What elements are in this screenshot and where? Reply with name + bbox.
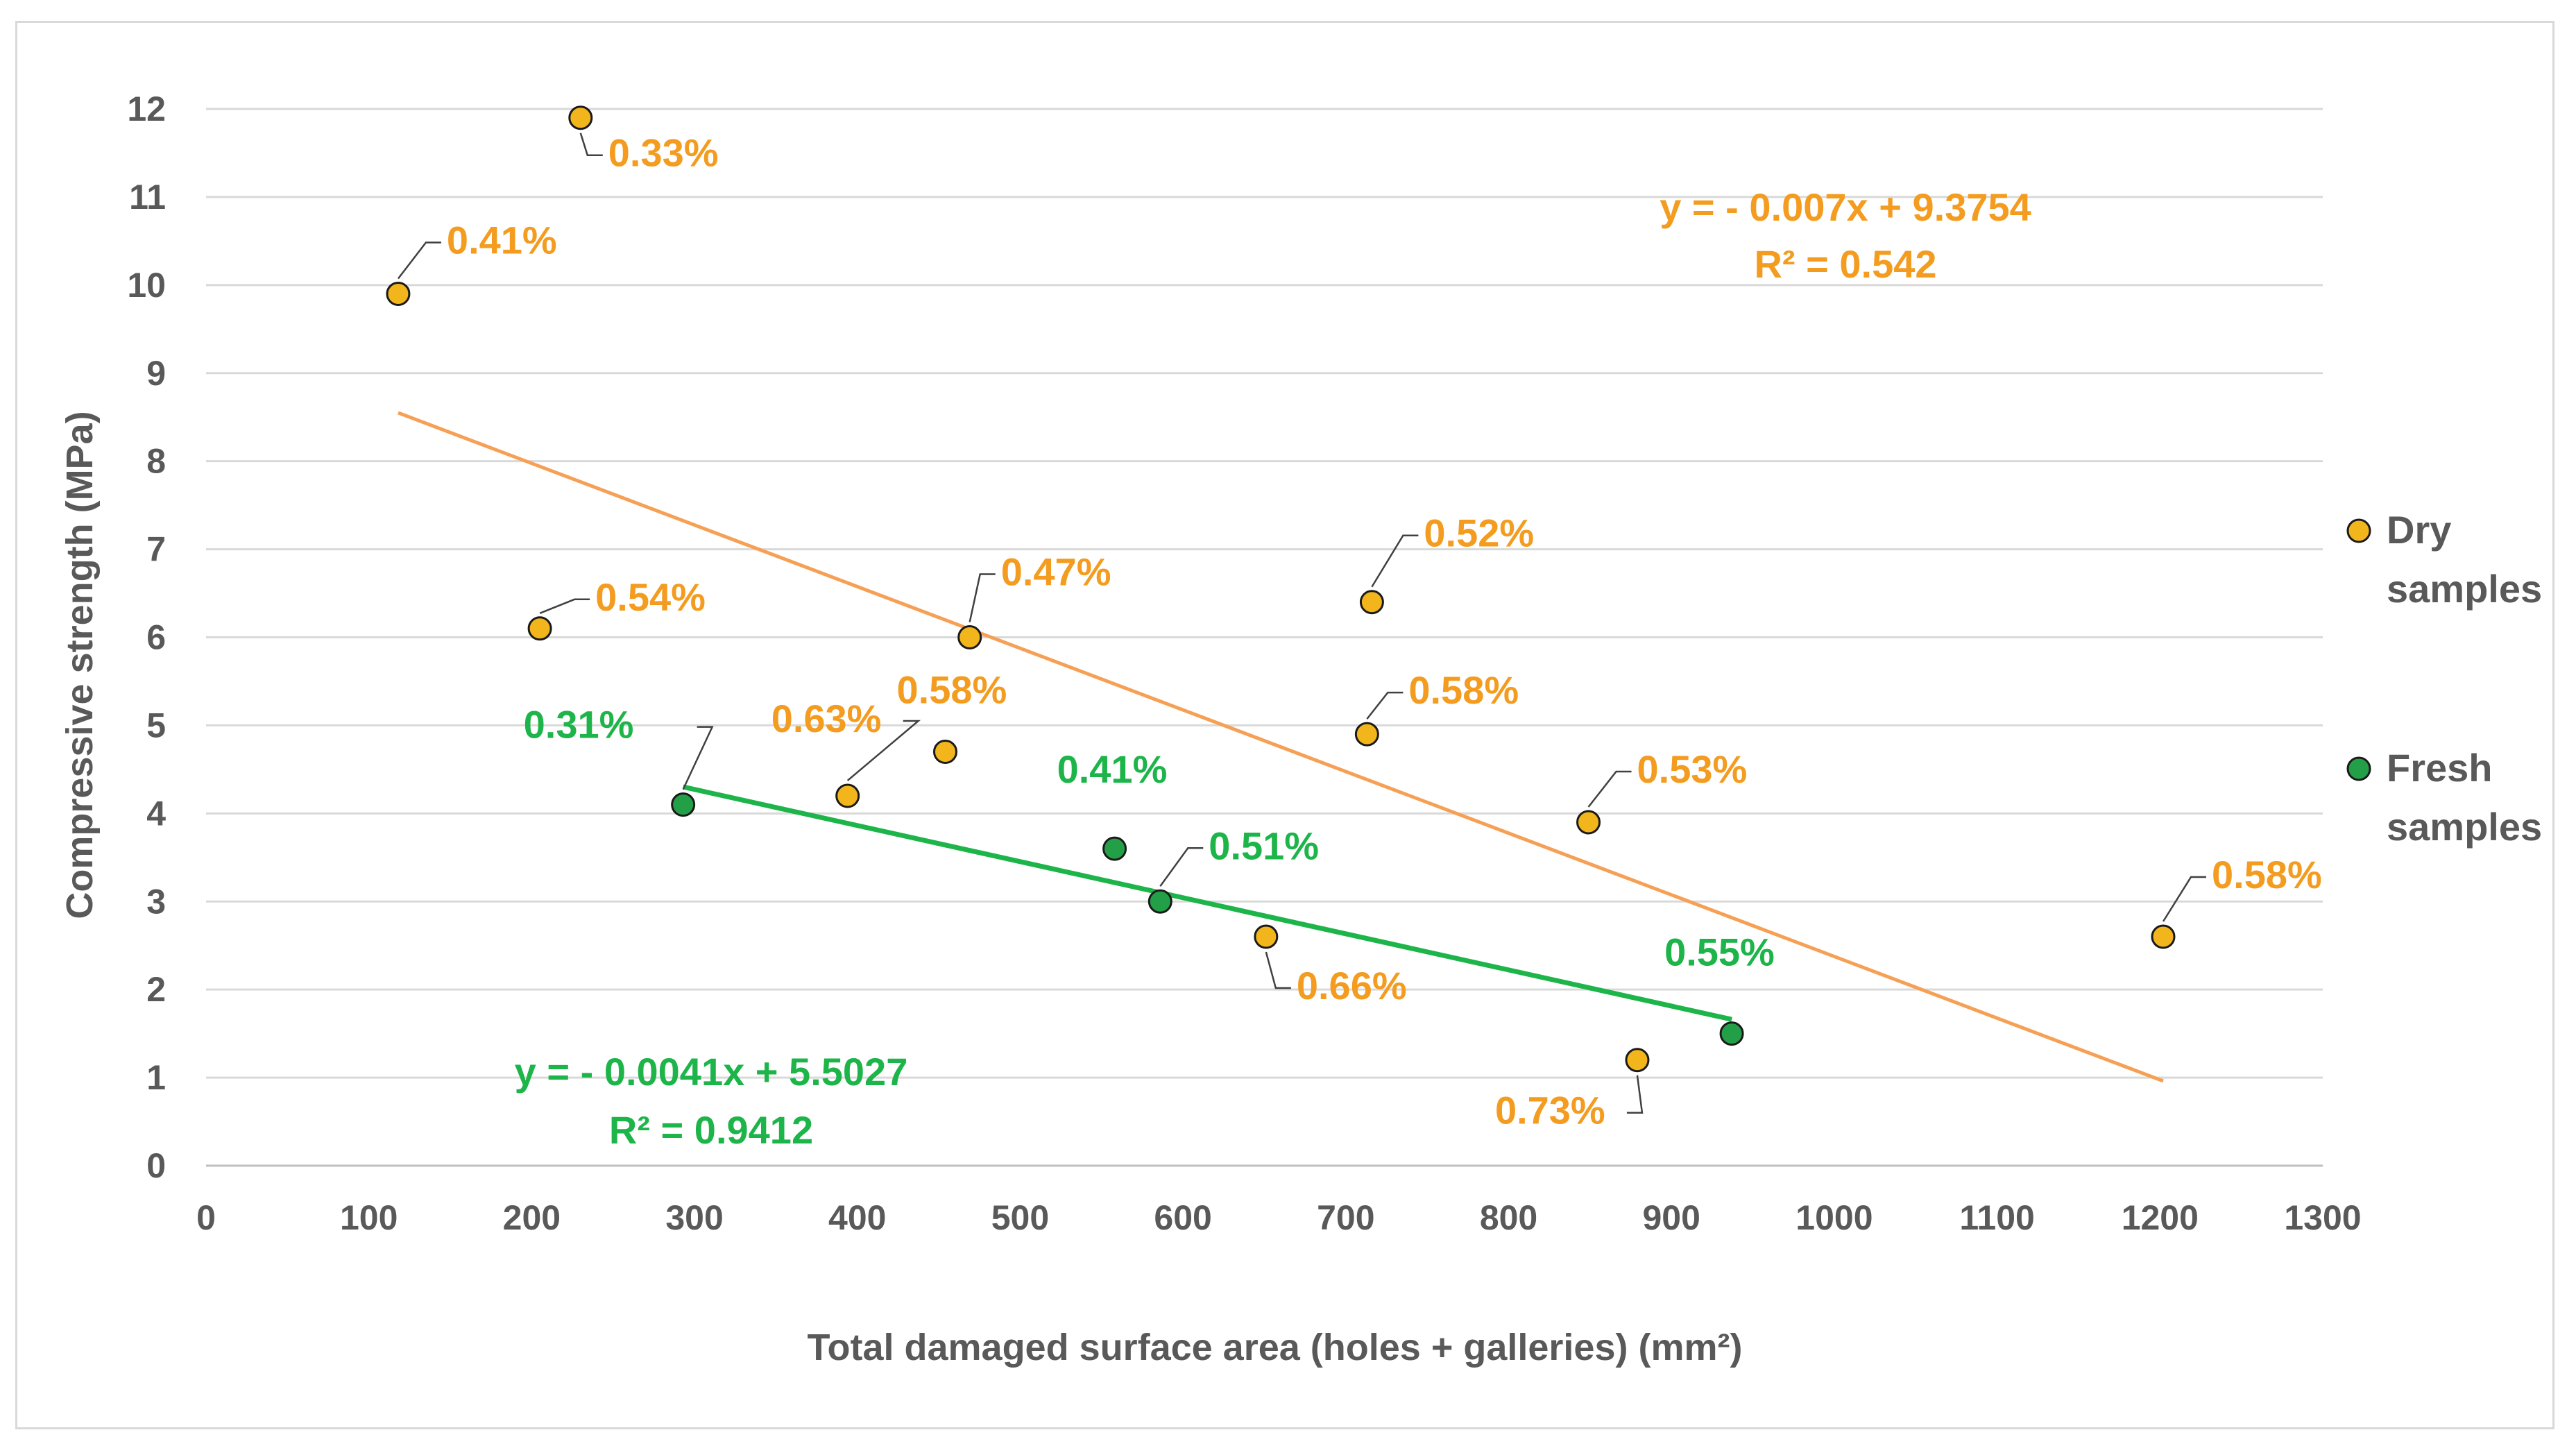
- x-tick-label: 1100: [1959, 1198, 2034, 1237]
- x-tick-label: 1300: [2284, 1198, 2361, 1237]
- x-tick-label: 0: [196, 1198, 216, 1237]
- data-point-dry: [1354, 722, 1379, 747]
- data-point-fresh: [671, 792, 696, 817]
- y-tick-label: 3: [146, 882, 166, 921]
- data-label-dry: 0.73%: [1495, 1089, 1605, 1132]
- data-label-dry: 0.58%: [1408, 668, 1519, 712]
- x-tick-label: 500: [991, 1198, 1049, 1237]
- label-leader-line: [539, 598, 590, 614]
- data-point-dry: [933, 739, 958, 764]
- x-tick-label: 200: [503, 1198, 561, 1237]
- data-point-fresh: [1102, 836, 1127, 861]
- data-point-dry: [386, 282, 411, 307]
- data-point-fresh: [1719, 1021, 1744, 1046]
- data-label-dry: 0.66%: [1297, 964, 1407, 1007]
- data-label-fresh: 0.51%: [1209, 824, 1319, 867]
- y-axis-title: Compressive strength (MPa): [59, 411, 101, 919]
- r-squared-dry: R² = 0.542: [1754, 242, 1936, 286]
- x-tick-label: 1000: [1795, 1198, 1873, 1237]
- legend-item-dry-label: Dry: [2387, 508, 2451, 552]
- y-tick-label: 4: [146, 794, 166, 833]
- legend-item-dry-marker: [2346, 518, 2371, 543]
- x-tick-label: 100: [340, 1198, 398, 1237]
- label-leader-line: [1626, 1075, 1644, 1114]
- y-tick-label: 11: [129, 178, 166, 216]
- equation-dry: y = - 0.007x + 9.3754: [1660, 185, 2031, 229]
- data-label-dry: 0.52%: [1424, 511, 1534, 555]
- data-label-dry: 0.63%: [771, 697, 882, 740]
- y-tick-label: 8: [146, 442, 166, 481]
- data-point-dry: [568, 105, 593, 130]
- legend-item-fresh-label: Fresh: [2387, 746, 2493, 790]
- label-leader-line: [682, 726, 714, 790]
- label-leader-line: [1159, 847, 1204, 887]
- label-leader-line: [969, 573, 996, 622]
- legend-item-dry-label: samples: [2387, 567, 2542, 611]
- data-label-dry: 0.54%: [595, 575, 706, 619]
- y-tick-label: 6: [146, 618, 166, 657]
- data-point-dry: [1576, 810, 1601, 835]
- data-point-dry: [1254, 924, 1279, 949]
- y-tick-label: 7: [146, 530, 166, 569]
- data-point-dry: [835, 783, 860, 808]
- data-point-dry: [1625, 1048, 1650, 1073]
- data-label-fresh: 0.31%: [524, 703, 634, 747]
- data-label-fresh: 0.55%: [1664, 930, 1775, 974]
- x-tick-label: 1200: [2122, 1198, 2199, 1237]
- data-point-dry: [2151, 924, 2176, 949]
- x-tick-label: 900: [1643, 1198, 1700, 1237]
- x-tick-label: 400: [828, 1198, 886, 1237]
- trendline-fresh: [682, 784, 1732, 1022]
- y-tick-label: 0: [146, 1146, 166, 1185]
- data-point-dry: [527, 616, 552, 641]
- legend-item-fresh-label: samples: [2387, 805, 2542, 849]
- y-tick-label: 10: [127, 266, 166, 305]
- legend-item-fresh-marker: [2346, 756, 2371, 781]
- x-tick-label: 800: [1480, 1198, 1537, 1237]
- label-leader-line: [579, 133, 603, 156]
- x-axis-title: Total damaged surface area (holes + gall…: [808, 1327, 1743, 1368]
- data-label-dry: 0.53%: [1637, 747, 1748, 791]
- data-label-dry: 0.47%: [1001, 550, 1111, 594]
- label-leader-line: [1587, 770, 1632, 808]
- equation-fresh: y = - 0.0041x + 5.5027: [515, 1050, 908, 1094]
- label-leader-line: [2162, 876, 2207, 922]
- x-tick-label: 300: [665, 1198, 723, 1237]
- y-tick-label: 2: [146, 970, 166, 1009]
- data-label-dry: 0.58%: [897, 667, 1007, 711]
- label-leader-line: [1366, 691, 1404, 720]
- label-leader-line: [1265, 951, 1291, 989]
- y-tick-label: 12: [127, 90, 166, 128]
- label-leader-line: [846, 720, 921, 781]
- label-leader-line: [1371, 534, 1419, 588]
- data-label-dry: 0.33%: [608, 131, 719, 175]
- y-tick-label: 5: [146, 706, 166, 745]
- data-label-dry: 0.41%: [447, 219, 557, 262]
- x-tick-label: 600: [1154, 1198, 1211, 1237]
- trendline-dry: [398, 411, 2164, 1083]
- x-tick-label: 700: [1317, 1198, 1374, 1237]
- data-point-dry: [957, 625, 982, 649]
- y-tick-label: 9: [146, 354, 166, 393]
- r-squared-fresh: R² = 0.9412: [609, 1108, 813, 1152]
- data-label-fresh: 0.41%: [1057, 747, 1168, 791]
- data-point-dry: [1359, 590, 1384, 615]
- label-leader-line: [397, 241, 441, 280]
- data-point-fresh: [1148, 889, 1172, 914]
- data-label-dry: 0.58%: [2212, 853, 2322, 896]
- y-tick-label: 1: [146, 1058, 166, 1097]
